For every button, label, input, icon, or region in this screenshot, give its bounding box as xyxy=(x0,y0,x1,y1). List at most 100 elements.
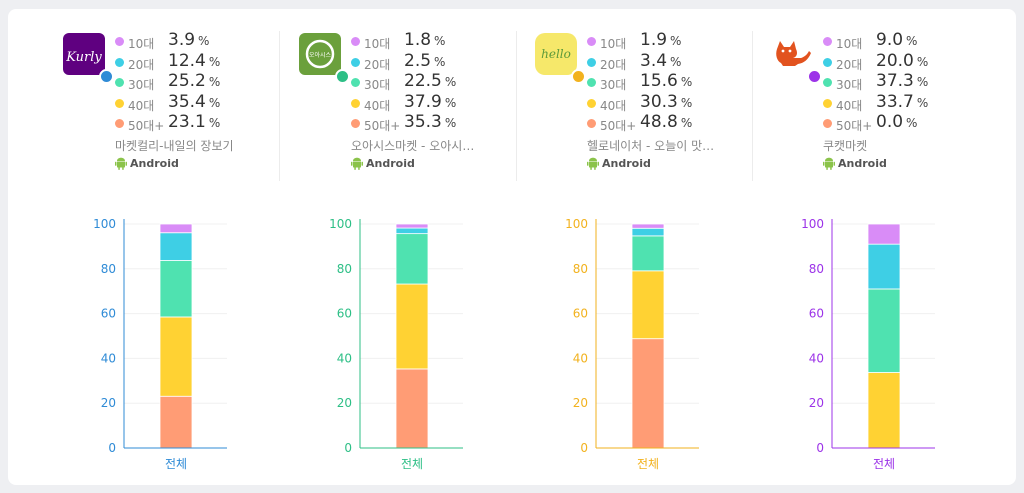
app-column-oasis: 오아시스 10대 1.8% 20대 2.5% 30대 22.5% 40대 37.9% 5… xyxy=(244,9,481,485)
age-label: 20대 xyxy=(128,57,155,72)
stacked-bar-chart: 0 20 40 60 80 100 전체 xyxy=(93,217,227,471)
column-divider xyxy=(279,31,280,181)
app-column-kucat: 10대 9.0% 20대 20.0% 30대 37.3% 40대 33.7% 50대+ 0… xyxy=(716,9,952,485)
age-label: 50대+ xyxy=(600,119,637,133)
svg-text:Kurly: Kurly xyxy=(65,50,102,65)
kurly-logo[interactable]: Kurly xyxy=(63,33,114,84)
app-color-dot xyxy=(335,69,350,84)
app-name[interactable]: 마켓컬리-내일의 장보기 xyxy=(115,139,234,153)
bar-segment-10대 xyxy=(631,223,665,229)
android-icon xyxy=(587,157,599,170)
bullet-20s xyxy=(587,57,596,67)
y-tick-label: 60 xyxy=(337,307,352,321)
y-tick-label: 100 xyxy=(329,217,352,231)
app-color-dot xyxy=(99,69,114,84)
y-tick-label: 60 xyxy=(809,307,824,321)
bullet-40s xyxy=(351,98,360,108)
stacked-bar-chart: 0 20 40 60 80 100 전체 xyxy=(329,217,463,471)
y-tick-label: 20 xyxy=(337,396,352,410)
kucat-logo[interactable] xyxy=(771,33,822,84)
bar-segment-30대 xyxy=(631,235,665,272)
app-column-hellonature: hello 10대 1.9% 20대 3.4% 30대 15.6% 40대 30.3% … xyxy=(480,9,717,485)
bar-segment-40대 xyxy=(159,316,193,397)
bullet-40s xyxy=(115,98,124,108)
platform-badge: Android xyxy=(823,157,887,170)
bar-segment-40대 xyxy=(395,283,429,370)
stat-value: 12.4% xyxy=(168,50,221,71)
stacked-bar-chart: 0 20 40 60 80 100 전체 xyxy=(801,217,935,471)
bullet-50s xyxy=(587,119,596,128)
age-label: 40대 xyxy=(364,98,391,113)
app-name[interactable]: 오아시스마켓 - 오아시스 유... xyxy=(351,139,481,153)
age-label: 10대 xyxy=(600,37,627,51)
age-label: 40대 xyxy=(836,98,863,113)
y-tick-label: 40 xyxy=(573,351,588,365)
stat-value: 20.0% xyxy=(876,50,929,71)
age-label: 40대 xyxy=(128,98,155,113)
y-tick-label: 20 xyxy=(573,396,588,410)
age-label: 40대 xyxy=(600,98,627,113)
y-tick-label: 0 xyxy=(344,441,352,455)
stat-value: 15.6% xyxy=(640,71,693,91)
y-tick-label: 80 xyxy=(573,262,588,276)
bullet-10s xyxy=(823,37,832,46)
y-tick-label: 60 xyxy=(573,307,588,321)
x-tick-label: 전체 xyxy=(165,457,187,471)
y-tick-label: 100 xyxy=(801,217,824,231)
y-tick-label: 0 xyxy=(108,441,116,455)
app-color-dot xyxy=(807,69,822,84)
bullet-20s xyxy=(823,57,832,67)
android-icon xyxy=(115,157,127,170)
stat-value: 33.7% xyxy=(876,91,929,112)
y-tick-label: 80 xyxy=(337,262,352,276)
x-tick-label: 전체 xyxy=(401,457,423,471)
bullet-50s xyxy=(823,119,832,128)
bar-segment-30대 xyxy=(395,233,429,285)
bar-segment-40대 xyxy=(867,372,901,449)
stat-value: 1.9% xyxy=(640,30,682,50)
bar-segment-50대+ xyxy=(159,395,193,449)
bar-segment-10대 xyxy=(159,223,193,234)
stat-value: 25.2% xyxy=(168,71,221,91)
svg-text:hello: hello xyxy=(541,47,571,61)
bar-segment-20대 xyxy=(631,227,665,237)
age-label: 20대 xyxy=(600,57,627,72)
stat-value: 22.5% xyxy=(404,71,457,91)
x-tick-label: 전체 xyxy=(873,457,895,471)
stat-value: 2.5% xyxy=(404,50,446,71)
age-label: 30대 xyxy=(836,78,863,92)
y-tick-label: 0 xyxy=(580,441,588,455)
stat-value: 3.4% xyxy=(640,50,682,71)
age-label: 20대 xyxy=(364,57,391,72)
stat-value: 1.8% xyxy=(404,30,446,50)
age-label: 20대 xyxy=(836,57,863,72)
stat-value: 23.1% xyxy=(168,112,221,132)
y-tick-label: 20 xyxy=(101,396,116,410)
bar-segment-10대 xyxy=(395,223,429,229)
age-label: 30대 xyxy=(128,78,155,92)
stat-value: 35.3% xyxy=(404,112,457,132)
bullet-10s xyxy=(115,37,124,46)
bullet-30s xyxy=(115,78,124,87)
age-label: 50대+ xyxy=(836,119,873,133)
platform-badge: Android xyxy=(587,157,651,170)
age-label: 50대+ xyxy=(128,119,165,133)
stacked-bar-chart: 0 20 40 60 80 100 전체 xyxy=(565,217,699,471)
cat-icon xyxy=(776,41,811,66)
app-name[interactable]: 쿠캣마켓 xyxy=(823,139,868,153)
oasis-logo[interactable]: 오아시스 xyxy=(299,33,350,84)
y-tick-label: 20 xyxy=(809,396,824,410)
hellonature-logo[interactable]: hello xyxy=(535,33,586,84)
bar-segment-40대 xyxy=(631,270,665,340)
bullet-20s xyxy=(115,57,124,67)
bullet-10s xyxy=(587,37,596,46)
age-label: 10대 xyxy=(364,37,391,51)
platform-badge: Android xyxy=(351,157,415,170)
app-column-kurly: Kurly 10대 3.9% 20대 12.4% 30대 25.2% 40대 35.4%… xyxy=(8,9,244,485)
y-tick-label: 40 xyxy=(809,351,824,365)
column-divider xyxy=(516,31,517,181)
x-tick-label: 전체 xyxy=(637,457,659,471)
hellonature-logo-mark: hello xyxy=(541,47,571,61)
app-name[interactable]: 헬로네이처 - 오늘이 맛있는... xyxy=(587,139,717,153)
bullet-40s xyxy=(823,98,832,108)
